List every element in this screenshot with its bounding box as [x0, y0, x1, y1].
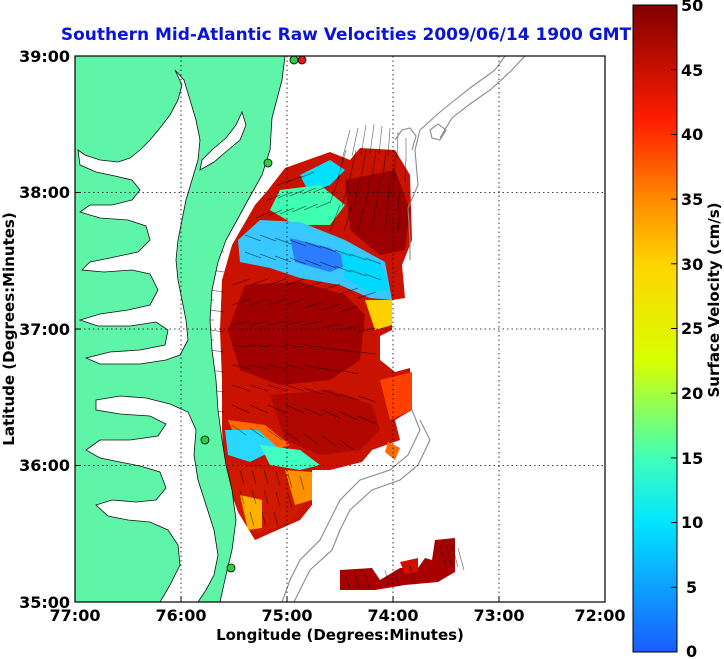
x-tick-labels: 77:00 76:00 75:00 74:00 73:00 72:00 — [50, 606, 626, 625]
x-tick-label: 73:00 — [474, 606, 525, 625]
colorbar-tick: 10 — [681, 513, 703, 532]
colorbar-tick: 20 — [681, 384, 703, 403]
radar-stations — [200, 56, 307, 573]
y-tick-label: 37:00 — [19, 320, 70, 339]
y-tick-label: 35:00 — [19, 593, 70, 612]
station-marker-active — [297, 56, 307, 65]
station-marker — [289, 56, 299, 65]
x-tick-label: 77:00 — [50, 606, 101, 625]
colorbar-tick: 25 — [681, 319, 703, 338]
x-tick-label: 72:00 — [575, 606, 626, 625]
x-tick-label: 76:00 — [156, 606, 207, 625]
x-tick-label: 75:00 — [262, 606, 313, 625]
colorbar-tick: 40 — [681, 125, 703, 144]
tick-marks — [74, 55, 606, 603]
colorbar-tick: 30 — [681, 255, 703, 274]
map-title: Southern Mid-Atlantic Raw Velocities 200… — [61, 25, 632, 45]
colorbar-tick: 0 — [686, 642, 697, 659]
y-tick-labels: 39:00 38:00 37:00 36:00 35:00 — [19, 47, 70, 612]
y-tick-label: 39:00 — [19, 47, 70, 66]
colorbar-label: Surface Velocity (cm/s) — [705, 202, 723, 397]
station-marker — [200, 435, 210, 445]
x-axis-label: Longitude (Degrees:Minutes) — [216, 626, 464, 644]
colorbar: 50 45 40 35 30 25 20 15 10 5 0 Surface V… — [632, 0, 723, 659]
y-tick-label: 36:00 — [19, 456, 70, 475]
map-panel — [75, 56, 605, 602]
y-tick-label: 38:00 — [19, 183, 70, 202]
colorbar-tick: 45 — [681, 61, 703, 80]
colorbar-tick: 50 — [681, 0, 703, 15]
x-tick-label: 74:00 — [368, 606, 419, 625]
station-marker — [226, 563, 236, 573]
colorbar-tick: 5 — [686, 578, 697, 597]
colorbar-tick: 35 — [681, 190, 703, 209]
bathymetry-contours — [281, 56, 526, 602]
station-marker — [263, 158, 273, 168]
colorbar-tick: 15 — [681, 449, 703, 468]
colorbar-gradient — [632, 4, 678, 653]
map-grid — [75, 56, 605, 602]
y-axis-label: Latitude (Degrees:Minutes) — [0, 212, 18, 445]
